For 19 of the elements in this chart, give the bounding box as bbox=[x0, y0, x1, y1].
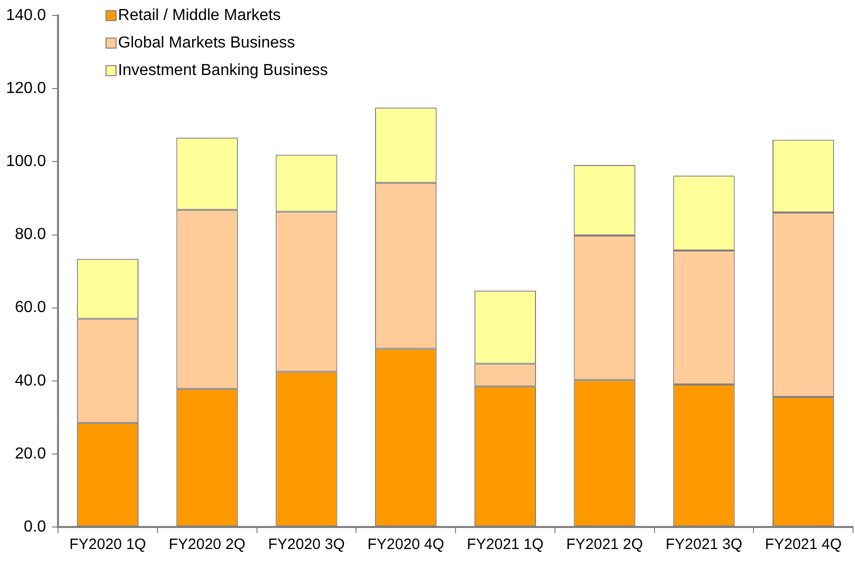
y-tick-label: 140.0 bbox=[6, 7, 46, 24]
x-tick-label: FY2020 4Q bbox=[367, 536, 444, 554]
legend-label: Global Markets Business bbox=[118, 34, 296, 52]
legend-label: Retail / Middle Markets bbox=[118, 7, 281, 24]
y-tick-label: 0.0 bbox=[24, 518, 46, 536]
x-tick-label: FY2021 3Q bbox=[666, 536, 742, 554]
y-tick-label: 40.0 bbox=[14, 372, 46, 390]
x-tick-label: FY2020 3Q bbox=[268, 536, 345, 554]
y-tick-label: 20.0 bbox=[14, 445, 46, 462]
x-tick-label: FY2020 1Q bbox=[69, 536, 146, 554]
legend-label: Investment Banking Business bbox=[118, 62, 328, 80]
y-tick-label: 100.0 bbox=[6, 153, 46, 170]
x-tick-label: FY2021 2Q bbox=[566, 536, 643, 554]
x-tick-label: FY2021 1Q bbox=[466, 536, 544, 554]
x-tick-label: FY2020 2Q bbox=[168, 536, 246, 554]
y-tick-label: 120.0 bbox=[6, 80, 46, 98]
y-tick-label: 80.0 bbox=[14, 226, 46, 244]
y-tick-label: 60.0 bbox=[14, 299, 46, 316]
x-tick-label: FY2021 4Q bbox=[764, 536, 842, 554]
